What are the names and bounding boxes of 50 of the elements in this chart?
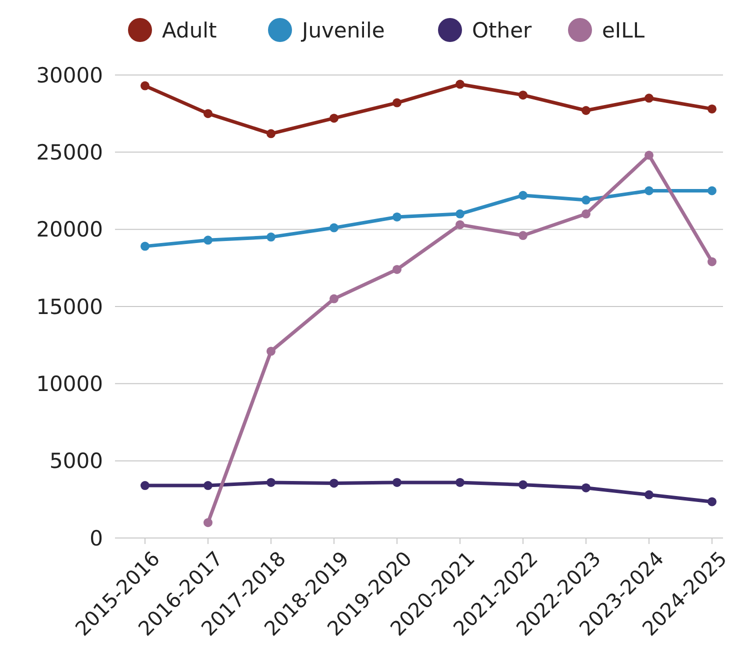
point <box>456 220 464 230</box>
point <box>392 98 402 108</box>
point <box>518 190 528 200</box>
point <box>392 478 402 487</box>
point <box>330 478 338 488</box>
legend-label: Adult <box>162 18 217 42</box>
point <box>644 150 654 160</box>
point <box>582 196 590 205</box>
point <box>204 518 212 528</box>
point <box>392 212 402 222</box>
point <box>708 257 716 266</box>
y-tick-label: 5000 <box>50 449 103 474</box>
point <box>582 209 590 218</box>
point <box>266 346 276 356</box>
point <box>330 114 338 123</box>
point <box>518 480 528 490</box>
legend-label: Other <box>472 18 532 42</box>
point <box>582 483 590 492</box>
point <box>140 481 150 490</box>
y-tick-label: 20000 <box>36 218 103 242</box>
point <box>708 186 716 196</box>
point <box>708 497 716 506</box>
point <box>330 223 338 232</box>
point <box>266 478 276 487</box>
y-tick-label: 0 <box>90 526 103 550</box>
y-tick-label: 10000 <box>36 372 103 396</box>
point <box>644 94 654 103</box>
point <box>456 209 464 218</box>
point <box>644 186 654 196</box>
point <box>204 109 212 118</box>
point <box>204 481 212 490</box>
y-tick-label: 30000 <box>36 63 103 88</box>
legend-label: Juvenile <box>300 18 385 42</box>
legend-label: eILL <box>602 18 645 42</box>
point <box>330 294 338 304</box>
y-tick-label: 25000 <box>36 140 103 165</box>
point <box>140 81 150 90</box>
point <box>644 490 654 500</box>
point <box>518 231 528 240</box>
point <box>518 90 528 100</box>
point <box>392 264 402 274</box>
y-tick-label: 15000 <box>36 294 103 319</box>
point <box>266 129 276 138</box>
point <box>456 478 464 487</box>
point <box>140 242 150 251</box>
point <box>708 104 716 114</box>
point <box>582 106 590 115</box>
point <box>266 232 276 242</box>
point <box>204 236 212 245</box>
point <box>456 80 464 89</box>
